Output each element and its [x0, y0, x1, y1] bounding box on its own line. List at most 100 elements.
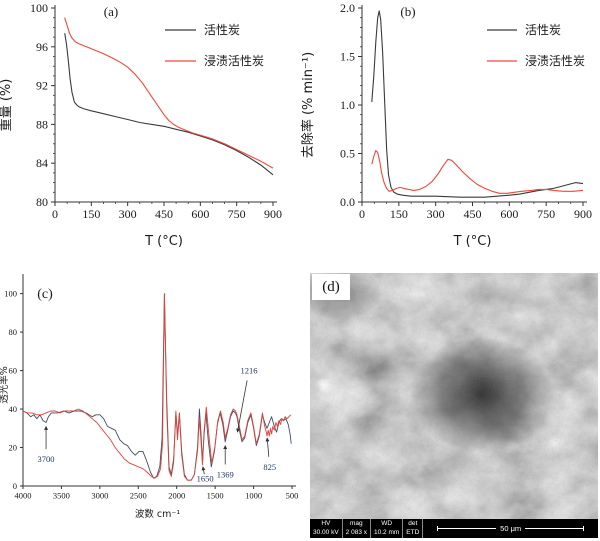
sem-col-hv: HV 30.00 kV — [310, 519, 343, 538]
sem-wd-header: WD — [381, 520, 393, 527]
svg-text:透光率%: 透光率% — [0, 366, 10, 404]
svg-text:1.5: 1.5 — [340, 50, 355, 64]
annotation-arrow-1216 — [236, 380, 248, 433]
legend-label-0: 活性炭 — [204, 23, 240, 37]
svg-text:0.0: 0.0 — [340, 195, 355, 209]
panel-label: (a) — [104, 4, 118, 19]
svg-text:92: 92 — [36, 79, 48, 93]
annotation-arrow-825 — [265, 437, 270, 457]
svg-text:60: 60 — [9, 366, 18, 376]
axis-labels: 波数 cm⁻¹ 透光率% — [0, 366, 180, 520]
panel-label-d: (d) — [312, 274, 350, 300]
series-group-1 — [64, 17, 274, 169]
svg-text:2000: 2000 — [168, 490, 185, 500]
svg-text:T (°C): T (°C) — [144, 234, 183, 249]
x-axis-ticks: 4000 3500 3000 2500 2000 1500 1000 500 — [15, 486, 298, 500]
svg-text:80: 80 — [36, 195, 48, 209]
svg-text:1000: 1000 — [245, 490, 262, 500]
svg-text:150: 150 — [390, 207, 408, 221]
svg-text:80: 80 — [9, 327, 18, 337]
sem-texture — [310, 273, 598, 519]
svg-text:波数 cm⁻¹: 波数 cm⁻¹ — [135, 508, 181, 520]
sem-det-header: det — [408, 520, 418, 527]
legend-label-0: 活性炭 — [525, 23, 561, 37]
series-0 — [64, 33, 274, 176]
legend-label-1: 浸渍活性炭 — [204, 54, 264, 68]
sem-fine-grain — [310, 273, 598, 519]
panel-c-ftir: 4000 3500 3000 2500 2000 1500 1000 500 0 20 40 60 80… — [0, 260, 300, 541]
svg-text:100: 100 — [30, 1, 48, 15]
panel-label-a: (a) — [104, 4, 118, 19]
svg-text:0: 0 — [359, 207, 365, 221]
sem-col-mag: mag 2 083 x — [343, 519, 371, 538]
svg-text:600: 600 — [500, 207, 518, 221]
sem-info-bar: HV 30.00 kV mag 2 083 x WD 10.2 mm det E… — [310, 519, 598, 538]
series-1 — [64, 17, 274, 169]
series-group-0 — [64, 33, 274, 176]
panel-label: (b) — [400, 4, 415, 19]
x-axis-ticks: 0 150 300 450 600 750 900 — [52, 202, 282, 221]
svg-text:1500: 1500 — [207, 490, 224, 500]
svg-text:40: 40 — [9, 404, 18, 414]
svg-text:去除率 (% min⁻¹): 去除率 (% min⁻¹) — [300, 52, 316, 158]
series-0 — [22, 293, 292, 481]
series-group-0 — [22, 293, 292, 481]
annotation-arrow-1650 — [201, 466, 206, 475]
svg-text:300: 300 — [427, 207, 445, 221]
svg-text:T (°C): T (°C) — [453, 234, 492, 249]
svg-text:750: 750 — [228, 207, 246, 221]
svg-text:3500: 3500 — [53, 490, 70, 500]
annotations: 3700 1650 1369 1216 825 — [38, 366, 277, 484]
annotation-3700: 3700 — [38, 454, 55, 464]
annotation-1216: 1216 — [240, 366, 257, 376]
series-1 — [371, 150, 584, 194]
svg-text:4000: 4000 — [15, 490, 32, 500]
panel-b-dtg: 0 150 300 450 600 750 900 0.0 0.5 1.0 1.5 2.0 T (°C)… — [300, 0, 600, 260]
series-group-0 — [371, 10, 584, 198]
axes — [54, 5, 277, 203]
svg-text:2.0: 2.0 — [340, 1, 355, 15]
panel-label: (c) — [37, 287, 53, 302]
series-group-1 — [22, 293, 292, 481]
series-1 — [22, 293, 292, 481]
annotation-1650: 1650 — [197, 473, 214, 483]
svg-text:重量 (%): 重量 (%) — [0, 79, 14, 132]
scale-bar-left-line — [438, 528, 497, 529]
series-0 — [371, 10, 584, 198]
svg-text:1.0: 1.0 — [340, 98, 355, 112]
svg-text:96: 96 — [36, 40, 48, 54]
sem-mag-header: mag — [350, 520, 363, 527]
y-axis-ticks: 80 84 88 92 96 100 — [30, 1, 55, 209]
annotation-825: 825 — [263, 462, 276, 472]
panel-label-c: (c) — [37, 287, 53, 302]
sem-micrograph: (d) — [310, 273, 598, 519]
y-axis-ticks: 0.0 0.5 1.0 1.5 2.0 — [340, 1, 362, 209]
svg-text:20: 20 — [9, 443, 18, 453]
legend-label-1: 浸渍活性炭 — [525, 54, 585, 68]
annotation-1369: 1369 — [217, 469, 234, 479]
svg-text:150: 150 — [82, 207, 100, 221]
scale-bar-right-end — [583, 526, 585, 531]
scale-bar-label: 50 μm — [500, 524, 522, 533]
svg-text:88: 88 — [36, 117, 48, 131]
svg-text:3000: 3000 — [91, 490, 108, 500]
tga-chart: 0 150 300 450 600 750 900 80 84 88 92 96 100 T (°C) 重量… — [0, 1, 282, 249]
sem-hv-header: HV — [321, 520, 331, 527]
sem-scale-bar: 50 μm — [423, 519, 598, 538]
scale-bar-right-line — [525, 528, 584, 529]
axes — [361, 5, 587, 203]
svg-text:600: 600 — [191, 207, 209, 221]
sem-det-value: ETD — [406, 529, 420, 536]
svg-text:100: 100 — [4, 289, 17, 299]
dtg-chart: 0 150 300 450 600 750 900 0.0 0.5 1.0 1.5 2.0 T (°C)… — [300, 1, 592, 249]
panel-a-tga: 0 150 300 450 600 750 900 80 84 88 92 96 100 T (°C) 重量… — [0, 0, 300, 260]
axes — [22, 274, 296, 487]
svg-text:0.5: 0.5 — [340, 147, 355, 161]
panel-d-sem: (d) HV 30.00 kV mag 2 083 x WD 10.2 mm d… — [300, 260, 600, 541]
sem-col-wd: WD 10.2 mm — [371, 519, 404, 538]
sem-mag-value: 2 083 x — [345, 529, 367, 536]
scale-bar-left-end — [437, 526, 439, 531]
